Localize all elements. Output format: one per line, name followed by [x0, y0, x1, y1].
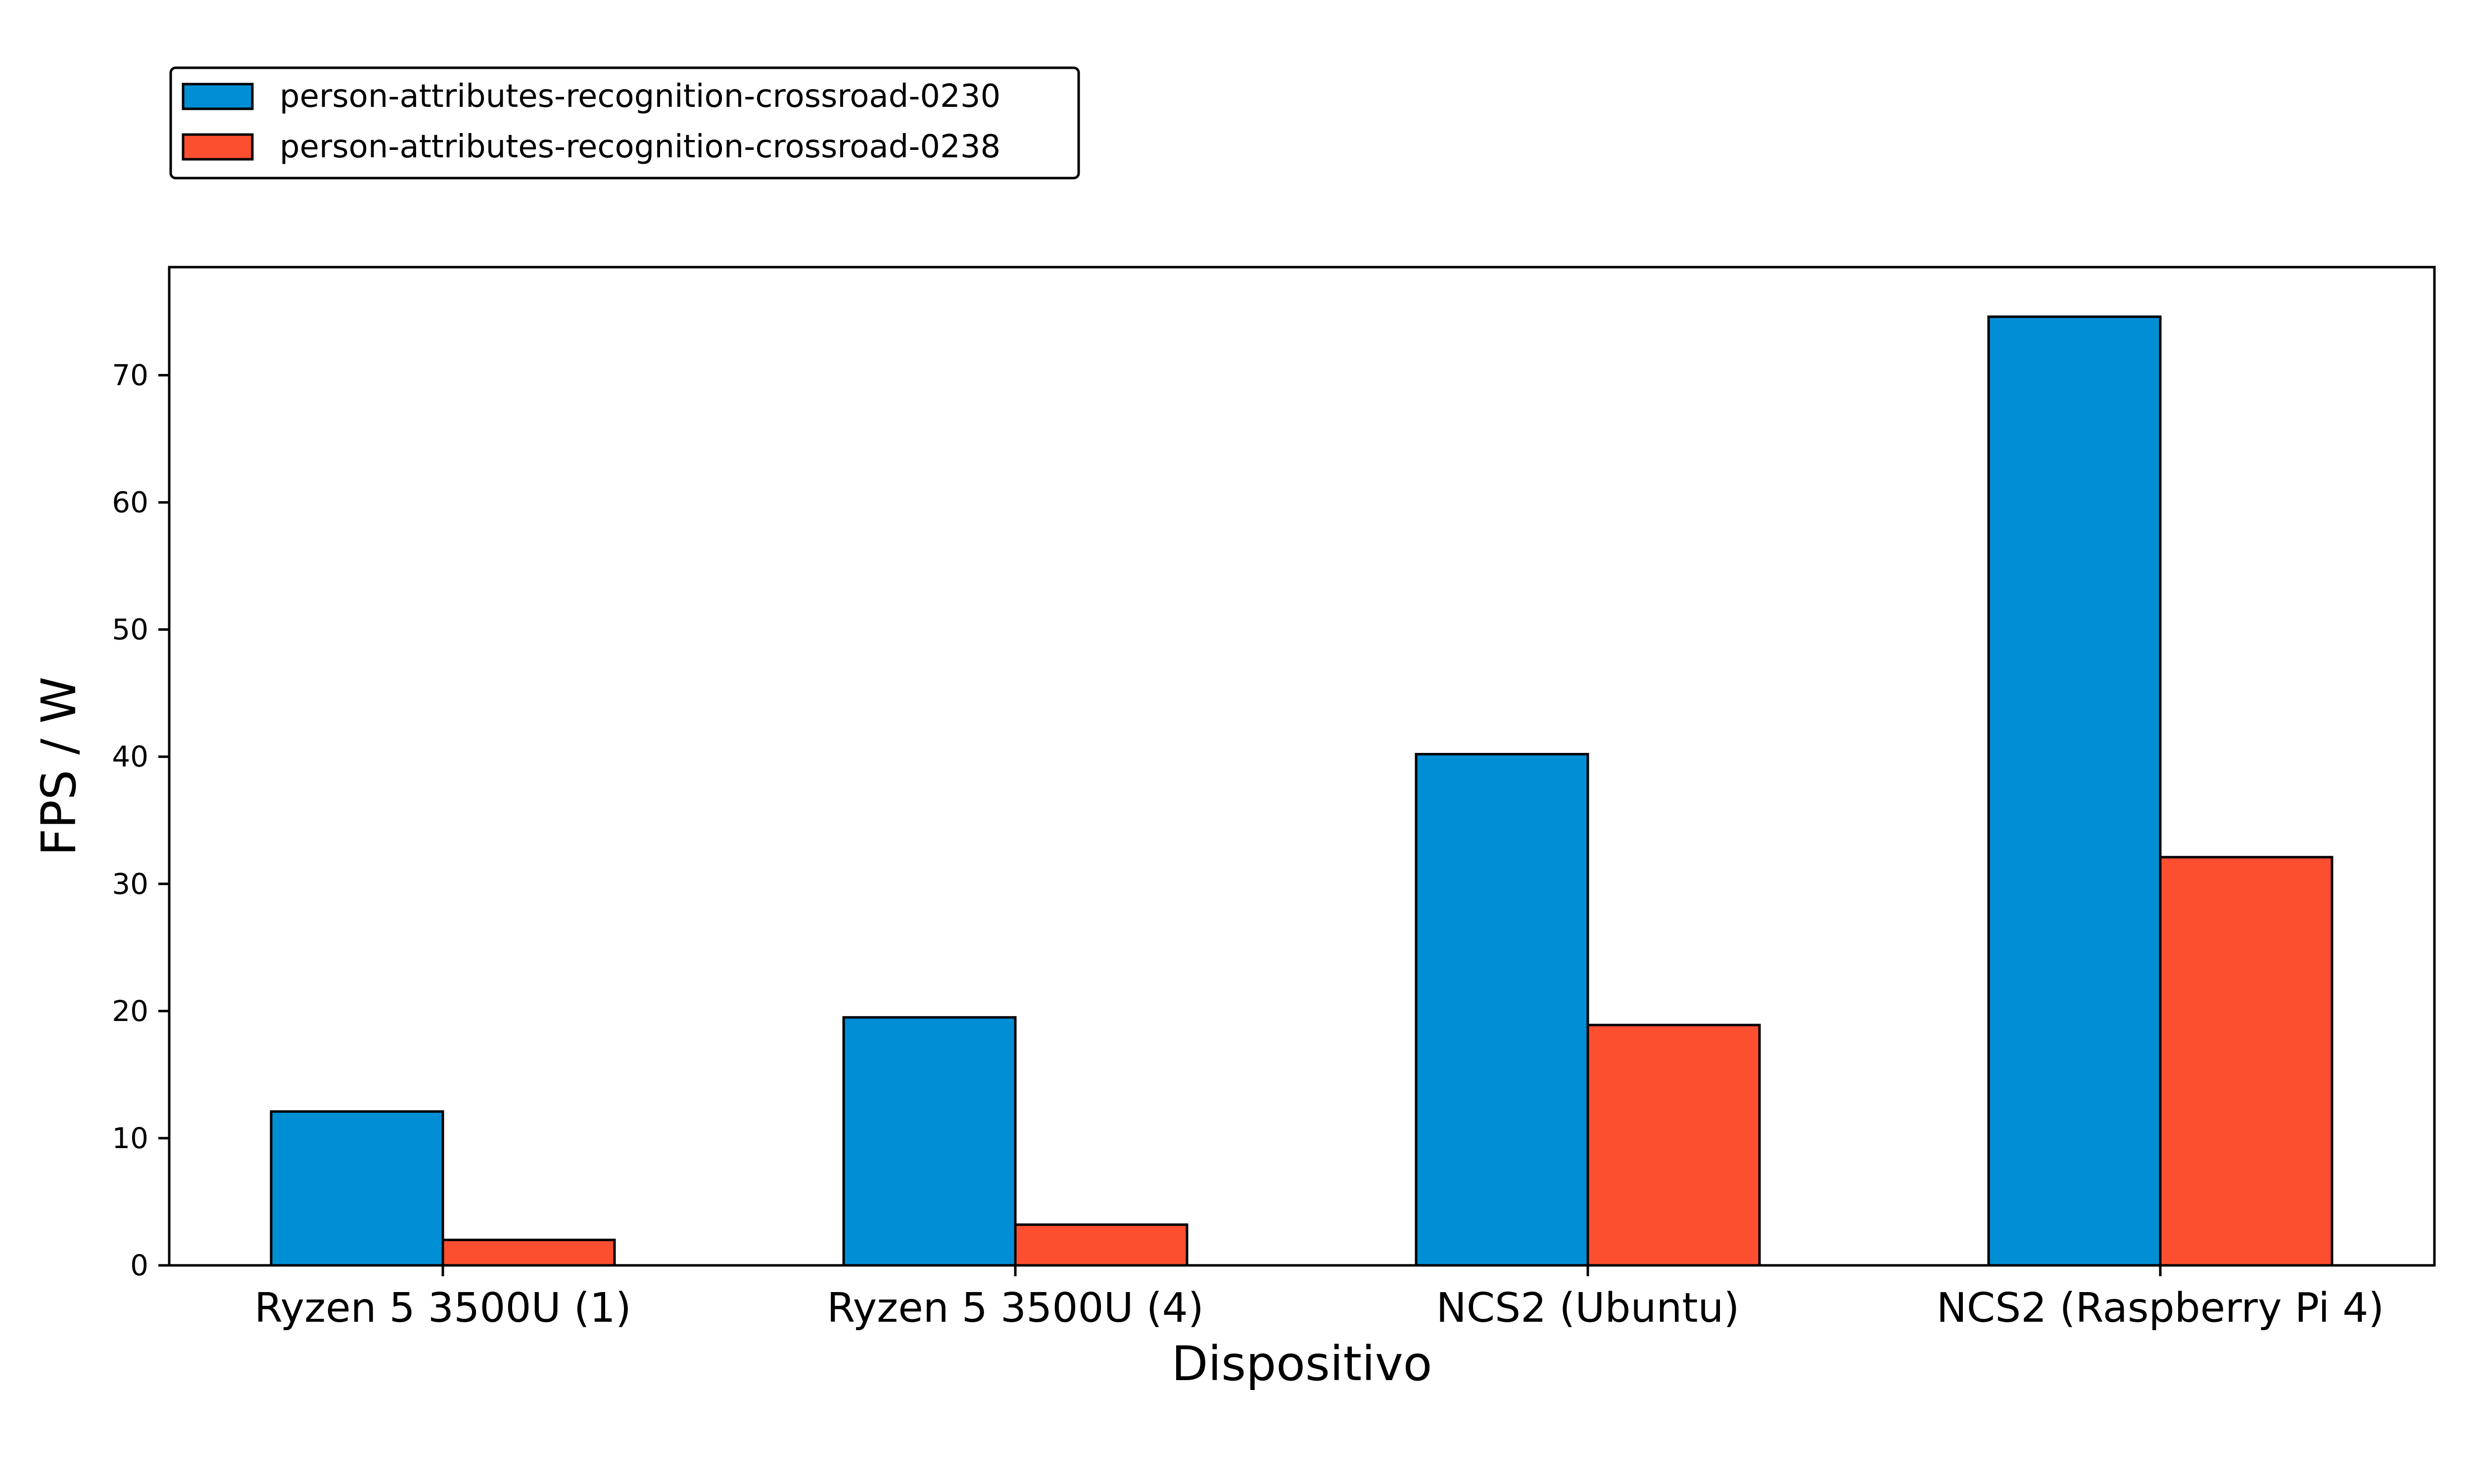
legend: person-attributes-recognition-crossroad-… [169, 66, 1080, 180]
legend-swatch-series-2 [182, 133, 254, 161]
y-tick-label-5: 50 [112, 613, 148, 647]
bars-group [270, 315, 2333, 1267]
legend-swatch-series-1 [182, 83, 254, 110]
legend-label-series-2: person-attributes-recognition-crossroad-… [280, 129, 1000, 165]
y-tick-label-4: 40 [112, 740, 148, 774]
x-axis-ticks: Ryzen 5 3500U (1) Ryzen 5 3500U (4) NCS2 (… [254, 1265, 2384, 1332]
y-tick-label-6: 60 [112, 486, 148, 519]
bar-1-4 [1987, 315, 2162, 1267]
legend-frame [169, 66, 1080, 180]
y-axis-title: FPS / W [31, 677, 87, 856]
x-tick-label-1: Ryzen 5 3500U (4) [827, 1285, 1204, 1332]
x-tick-label-3: NCS2 (Raspberry Pi 4) [1937, 1285, 2384, 1332]
y-axis-ticks: 0 10 20 30 40 50 60 70 [112, 359, 169, 1282]
plot-frame [168, 266, 2436, 1267]
bar-2-4 [2159, 856, 2333, 1267]
x-axis-title: Dispositivo [1172, 1336, 1432, 1391]
y-tick-label-3: 30 [112, 867, 148, 901]
y-tick-label-7: 70 [112, 359, 148, 392]
bar-2-3 [1586, 1023, 1761, 1267]
y-tick-label-0: 0 [130, 1249, 148, 1282]
bar-2-2 [1014, 1223, 1189, 1267]
bar-1-3 [1415, 753, 1589, 1267]
bar-1-2 [842, 1016, 1017, 1267]
legend-label-series-1: person-attributes-recognition-crossroad-… [280, 78, 1000, 115]
x-tick-label-2: NCS2 (Ubuntu) [1436, 1285, 1740, 1332]
y-tick-label-1: 10 [112, 1121, 148, 1155]
bar-1-1 [270, 1110, 444, 1267]
y-tick-label-2: 20 [112, 994, 148, 1028]
x-tick-label-0: Ryzen 5 3500U (1) [254, 1285, 631, 1332]
bar-2-1 [441, 1239, 616, 1267]
